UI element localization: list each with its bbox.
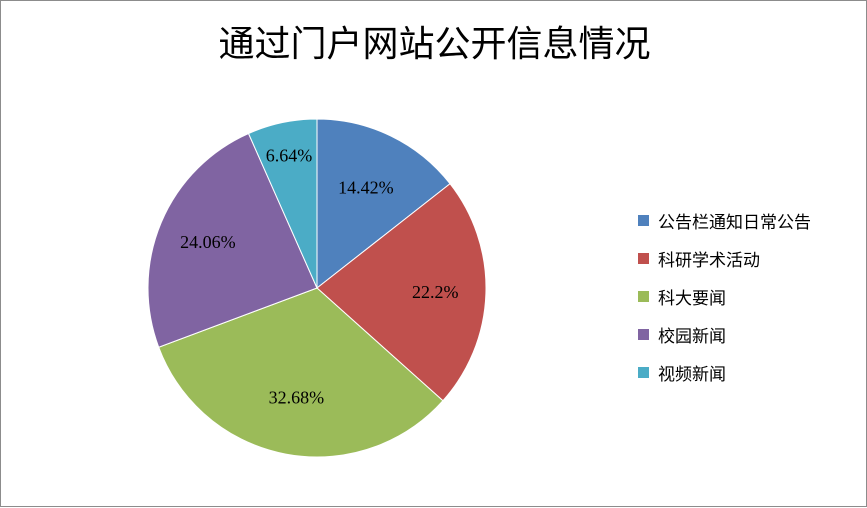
legend-item-4: 校园新闻 (638, 315, 811, 353)
legend-label: 视频新闻 (658, 364, 726, 385)
legend-swatch (638, 214, 649, 226)
pie-slice-5 (247, 118, 318, 289)
chart-title: 通过门户网站公开信息情况 (218, 24, 651, 65)
data-label-3: 32.68% (269, 388, 325, 408)
legend-swatch (638, 366, 649, 378)
legend-item-5: 视频新闻 (638, 353, 811, 391)
legend-swatch (638, 252, 649, 264)
pie-slice-1 (316, 118, 451, 290)
data-label-4: 24.06% (180, 232, 236, 252)
legend-label: 公告栏通知日常公告 (658, 212, 811, 233)
legend-label: 科研学术活动 (658, 250, 760, 271)
legend-item-1: 公告栏通知日常公告 (638, 201, 811, 239)
legend-label: 科大要闻 (658, 288, 726, 309)
data-label-2: 22.2% (412, 282, 459, 302)
pie-slices (147, 118, 487, 458)
pie-data-labels: 14.42% 22.2% 32.68% 24.06% 6.64% (180, 146, 458, 408)
legend-label: 校园新闻 (658, 326, 726, 347)
legend-item-2: 科研学术活动 (638, 239, 811, 277)
legend-swatch (638, 290, 649, 302)
data-label-1: 14.42% (338, 178, 394, 198)
pie-slice-4 (147, 132, 318, 348)
legend-item-3: 科大要闻 (638, 277, 811, 315)
legend: 公告栏通知日常公告 科研学术活动 科大要闻校园新闻视频新闻 (638, 201, 811, 391)
pie-slice-3 (158, 287, 444, 458)
legend-swatch (638, 328, 649, 340)
pie-slice-2 (316, 183, 487, 402)
data-label-5: 6.64% (266, 146, 313, 166)
